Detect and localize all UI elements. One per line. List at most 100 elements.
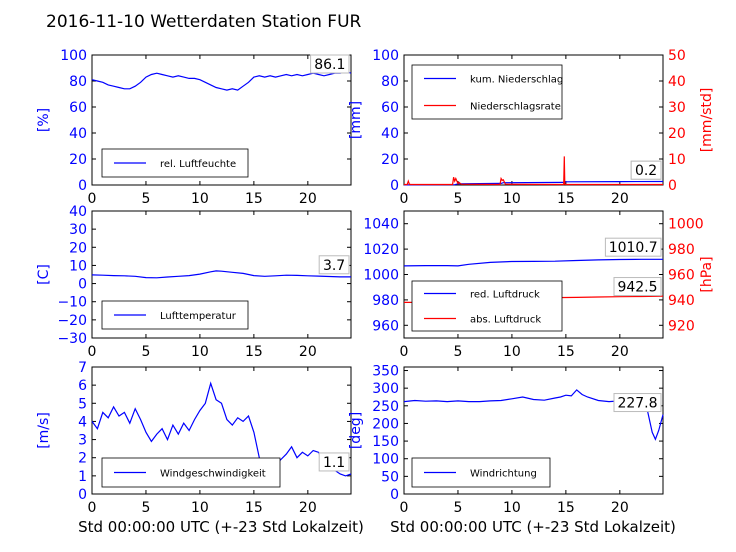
y-axis-label: [C] xyxy=(36,264,52,285)
y-tick-label: 40 xyxy=(381,126,399,142)
y-tick-label: 100 xyxy=(372,452,399,468)
y-tick-label: 250 xyxy=(372,399,399,415)
value-box-secondary: 942.5 xyxy=(617,280,657,296)
x-tick-label: 0 xyxy=(400,500,409,516)
y-tick-label: 7 xyxy=(78,360,87,376)
y-axis-label: [deg] xyxy=(348,412,364,449)
y-tick-label: 3 xyxy=(78,433,87,449)
series-line xyxy=(92,271,351,278)
y2-tick-label: 980 xyxy=(668,242,695,258)
series-line xyxy=(404,156,663,184)
y-tick-label: 0 xyxy=(390,178,399,194)
y-tick-label: 80 xyxy=(381,74,399,90)
y2-tick-label: 960 xyxy=(668,268,695,284)
value-box: 1010.7 xyxy=(609,240,658,256)
x-tick-label: 5 xyxy=(141,500,150,516)
y2-tick-label: 10 xyxy=(668,152,686,168)
x-tick-label: 15 xyxy=(245,500,263,516)
y2-axis-label: [hPa] xyxy=(699,256,715,292)
series-line xyxy=(404,259,663,266)
y-tick-label: 80 xyxy=(69,74,87,90)
legend-label: kum. Niederschlag xyxy=(470,75,563,86)
x-tick-label: 10 xyxy=(191,500,209,516)
y2-tick-label: 1000 xyxy=(668,217,704,233)
y-tick-label: 50 xyxy=(381,469,399,485)
y-tick-label: 1000 xyxy=(363,268,399,284)
legend-label: rel. Luftfeuchte xyxy=(160,159,236,170)
y-tick-label: 0 xyxy=(78,178,87,194)
x-tick-label: 20 xyxy=(611,500,629,516)
x-tick-label: 15 xyxy=(557,191,575,207)
legend-label: Windgeschwindigkeit xyxy=(160,469,266,480)
x-tick-label: 20 xyxy=(299,191,317,207)
y-tick-label: 40 xyxy=(69,204,87,220)
value-box: 1.1 xyxy=(323,455,345,471)
y-axis-label: [mm] xyxy=(348,101,364,139)
panel-pressure: 0 5 10 15 20 960 980 1000 1020 1040 920 940 960 980 10… xyxy=(363,211,715,360)
y-tick-label: 100 xyxy=(372,48,399,64)
y-axis-label: [m/s] xyxy=(36,412,52,449)
y-tick-label: 5 xyxy=(78,396,87,412)
y-tick-label: 0 xyxy=(78,487,87,503)
x-tick-label: 20 xyxy=(299,500,317,516)
y-tick-label: 100 xyxy=(60,48,87,64)
y-tick-label: 350 xyxy=(372,364,399,380)
y-tick-label: 20 xyxy=(69,152,87,168)
y-tick-label: 10 xyxy=(69,258,87,274)
y2-tick-label: 0 xyxy=(668,178,677,194)
y2-tick-label: 50 xyxy=(668,48,686,64)
x-tick-label: 20 xyxy=(611,344,629,360)
y-tick-label: 0 xyxy=(390,487,399,503)
x-tick-label: 15 xyxy=(557,500,575,516)
series-line xyxy=(92,72,351,90)
y-tick-label: 20 xyxy=(381,152,399,168)
panel-precip: 0 5 10 15 20 0 20 40 60 80 100 0 10 20 30 40 50 [mm] [mm/s… xyxy=(348,48,715,207)
chart-panels: 0 5 10 15 20020406080100[%]86.1rel. Luftfeuc… xyxy=(36,48,715,516)
y-tick-label: 20 xyxy=(69,240,87,256)
legend-label: Lufttemperatur xyxy=(160,311,237,322)
y-tick-label: 960 xyxy=(372,318,399,334)
y-tick-label: 1020 xyxy=(363,242,399,258)
x-tick-label: 10 xyxy=(503,344,521,360)
x-tick-label: 15 xyxy=(557,344,575,360)
value-box: 227.8 xyxy=(617,396,657,412)
y-tick-label: 2 xyxy=(78,451,87,467)
y-tick-label: 150 xyxy=(372,434,399,450)
x-tick-label: 0 xyxy=(400,344,409,360)
legend-label: Niederschlagsrate xyxy=(470,102,561,113)
y-tick-label: −30 xyxy=(57,331,87,347)
x-tick-label: 10 xyxy=(191,191,209,207)
x-tick-label: 0 xyxy=(88,500,97,516)
y-tick-label: 30 xyxy=(69,222,87,238)
y-tick-label: 980 xyxy=(372,293,399,309)
y2-tick-label: 940 xyxy=(668,293,695,309)
y2-tick-label: 20 xyxy=(668,126,686,142)
y2-tick-label: 30 xyxy=(668,100,686,116)
panel-windspeed: 0 5 10 15 2001234567[m/s]1.1Windgeschwindigk… xyxy=(36,360,351,516)
y-tick-label: 300 xyxy=(372,381,399,397)
panel-winddir: 0 5 10 15 20050100150200250300350[deg]227.8W… xyxy=(348,364,663,516)
y-tick-label: 200 xyxy=(372,416,399,432)
y2-axis-label: [mm/std] xyxy=(699,88,715,153)
y-tick-label: −20 xyxy=(57,313,87,329)
x-tick-label: 20 xyxy=(299,344,317,360)
value-box: 3.7 xyxy=(323,258,345,274)
x-axis-label-left: Std 00:00:00 UTC (+-23 Std Lokalzeit) xyxy=(78,518,364,536)
panel-humidity: 0 5 10 15 20 0 20 40 60 80 100 [%] 86.1 rel. Luftfeuc… xyxy=(36,48,351,207)
y-tick-label: 60 xyxy=(381,100,399,116)
value-box: 86.1 xyxy=(314,57,345,73)
value-box-secondary: 0.2 xyxy=(635,163,657,179)
y-axis-label: [%] xyxy=(36,108,52,132)
y2-tick-label: 40 xyxy=(668,74,686,90)
y-tick-label: −10 xyxy=(57,295,87,311)
x-tick-label: 5 xyxy=(453,344,462,360)
x-tick-label: 15 xyxy=(245,344,263,360)
x-tick-label: 10 xyxy=(503,500,521,516)
legend-label: Windrichtung xyxy=(470,469,537,480)
legend-label: red. Luftdruck xyxy=(470,290,540,301)
y-tick-label: 4 xyxy=(78,414,87,430)
panel-temperature: 0 5 10 15 20 −30 −20 −10 0 10 20 30 40 [C] 3.7 Lufttemp… xyxy=(36,204,351,360)
x-axis-label-right: Std 00:00:00 UTC (+-23 Std Lokalzeit) xyxy=(390,518,676,536)
x-tick-label: 10 xyxy=(503,191,521,207)
